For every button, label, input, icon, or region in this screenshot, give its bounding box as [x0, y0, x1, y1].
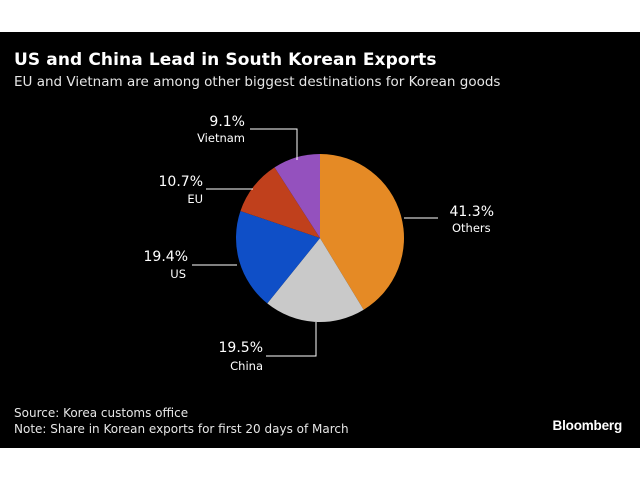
- category-label-vietnam: Vietnam: [197, 131, 245, 145]
- leader-line-china: [266, 322, 317, 357]
- data-label-eu: 10.7%: [159, 174, 203, 190]
- chart-footer: Source: Korea customs office Note: Share…: [14, 405, 349, 437]
- footnote: Note: Share in Korean exports for first …: [14, 422, 349, 436]
- data-label-others: 41.3%: [450, 204, 494, 220]
- slice-labels: 41.3%Others 19.5% China 19.4% US 10.7% EU 9.1%V…: [144, 114, 494, 373]
- brand-logo: Bloomberg: [552, 418, 623, 433]
- chart-title: US and China Lead in South Korean Export…: [14, 50, 437, 70]
- pie-chart: 41.3%Others 19.5% China 19.4% US 10.7% EU 9.1%V…: [144, 114, 494, 373]
- category-label-others: Others: [452, 221, 491, 235]
- pie-slice-eu: [240, 167, 320, 238]
- pie-slice-us: [235, 211, 320, 304]
- data-label-china: 19.5%: [219, 340, 263, 356]
- chart-panel: US and China Lead in South Korean Export…: [0, 32, 640, 448]
- label-leader-lines: [192, 128, 438, 357]
- pie-slices: [235, 154, 404, 322]
- leader-line-vietnam: [250, 128, 298, 160]
- pie-slice-china: [267, 238, 364, 322]
- source-note: Source: Korea customs office: [14, 406, 189, 420]
- pie-slice-vietnam: [274, 154, 320, 238]
- chart-subtitle: EU and Vietnam are among other biggest d…: [14, 74, 501, 90]
- category-label-china: China: [230, 359, 263, 373]
- data-label-vietnam: 9.1%: [209, 114, 245, 130]
- category-label-eu: EU: [187, 192, 203, 206]
- data-label-us: 19.4%: [144, 249, 188, 265]
- category-label-us: US: [170, 267, 186, 281]
- pie-slice-others: [320, 154, 404, 310]
